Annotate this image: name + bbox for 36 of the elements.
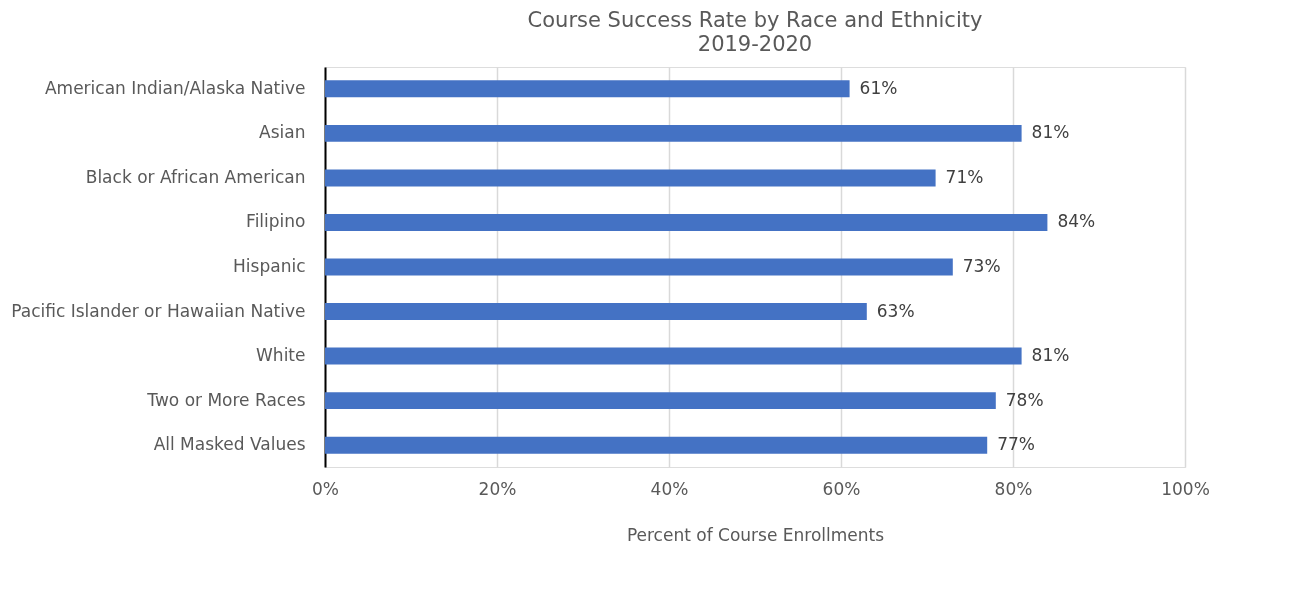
data-label: 73% (962, 256, 1001, 276)
y-tick-label: Pacific Islander or Hawaiian Native (11, 300, 306, 321)
bar (325, 80, 850, 98)
y-tick-label: Asian (259, 122, 306, 143)
bar (325, 124, 1022, 142)
y-tick-label: American Indian/Alaska Native (44, 77, 306, 98)
data-label: 63% (876, 300, 915, 321)
x-tick-label: 40% (650, 478, 689, 499)
data-label: 77% (997, 434, 1035, 455)
x-tick-label: 100% (1161, 478, 1210, 499)
x-tick-label: 80% (994, 478, 1033, 499)
bar (325, 213, 1048, 231)
y-tick-label: Black or African American (85, 166, 306, 187)
x-tick-label: 0% (312, 478, 339, 499)
bar (325, 169, 936, 187)
x-tick-label: 20% (478, 478, 517, 499)
bar (325, 303, 867, 321)
data-label: 84% (1057, 211, 1096, 232)
bar (325, 347, 1022, 365)
data-label: 71% (945, 166, 984, 187)
x-tick-label: 60% (822, 478, 861, 499)
data-label: 78% (1005, 389, 1044, 410)
bar (325, 392, 996, 410)
chart-title: Course Success Rate by Race and Ethnicity (527, 8, 983, 32)
y-tick-label: Filipino (246, 211, 306, 232)
bar (325, 258, 953, 276)
y-tick-label: Hispanic (233, 256, 306, 276)
chart-subtitle: 2019-2020 (697, 32, 813, 56)
bar (325, 436, 988, 454)
data-label: 81% (1031, 122, 1070, 143)
x-axis-title: Percent of Course Enrollments (626, 524, 885, 545)
data-label: 81% (1031, 345, 1070, 366)
y-tick-label: White (256, 345, 306, 366)
y-tick-label: All Masked Values (153, 434, 306, 455)
y-tick-label: Two or More Races (146, 389, 306, 410)
data-label: 61% (859, 77, 898, 98)
